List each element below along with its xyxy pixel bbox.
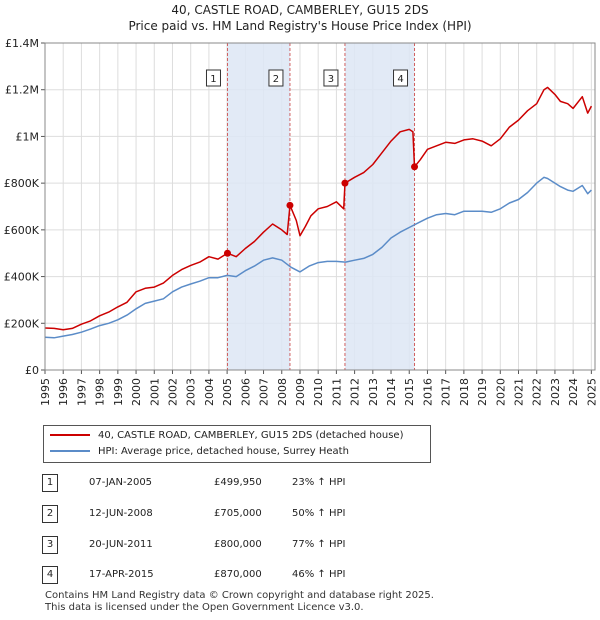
x-tick-label: 2002 [166, 378, 179, 406]
transaction-date: 20-JUN-2011 [89, 539, 153, 550]
y-axis: £0 £200K £400K £600K £800K £1M £1.2M £1.4M [4, 37, 45, 377]
series-line-hpi [44, 176, 592, 339]
x-tick-label: 2017 [440, 378, 453, 406]
transaction-number: 4 [42, 566, 58, 584]
shaded-period [227, 43, 290, 370]
sale-label-box [393, 69, 409, 87]
x-tick-label: 2018 [458, 378, 471, 406]
transaction-date: 07-JAN-2005 [89, 477, 153, 488]
x-tick-label: 2014 [385, 378, 398, 406]
legend-item-property: 40, CASTLE ROAD, CAMBERLEY, GU15 2DS (de… [50, 429, 404, 443]
x-tick-label: 2023 [549, 378, 562, 406]
x-tick-label: 2003 [185, 378, 198, 406]
transaction-number: 3 [42, 536, 58, 554]
x-tick-label: 1995 [39, 378, 52, 406]
footer-licence: This data is licensed under the Open Gov… [45, 602, 364, 613]
y-tick-label: £800K [4, 177, 40, 190]
transaction-hpi-change: 46% ↑ HPI [292, 569, 346, 580]
x-tick-label: 2016 [421, 378, 434, 406]
transaction-number: 1 [42, 474, 58, 492]
x-tick-label: 2024 [567, 378, 580, 406]
transaction-date: 12-JUN-2008 [89, 508, 153, 519]
sale-label-text: 4 [397, 74, 403, 85]
footer-copyright: Contains HM Land Registry data © Crown c… [45, 590, 434, 601]
shaded-period [344, 43, 415, 370]
transaction-date: 17-APR-2015 [89, 569, 154, 580]
chart-subtitle: Price paid vs. HM Land Registry's House … [128, 19, 472, 33]
x-tick-label: 2004 [203, 378, 216, 406]
y-tick-label: £0 [25, 364, 39, 377]
sale-point [341, 179, 349, 187]
legend-label-hpi: HPI: Average price, detached house, Surr… [98, 446, 349, 457]
plot-frame [44, 42, 596, 371]
sale-point [286, 201, 294, 209]
sale-label-text: 2 [273, 74, 279, 85]
legend-swatch-hpi [50, 450, 90, 452]
transaction-price: £800,000 [214, 539, 262, 550]
transaction-price: £499,950 [214, 477, 262, 488]
x-tick-label: 2009 [294, 378, 307, 406]
sale-label-text: 3 [328, 74, 334, 85]
x-tick-label: 2011 [330, 378, 343, 406]
price-chart: 1 2 3 4 £0 £200K £400K £600K £800K £1M £1.2M £1.4M… [4, 37, 599, 406]
sale-label-box [205, 69, 221, 87]
x-tick-label: 2001 [148, 378, 161, 406]
x-tick-label: 2008 [276, 378, 289, 406]
transaction-price: £705,000 [214, 508, 262, 519]
x-tick-label: 2020 [494, 378, 507, 406]
y-tick-label: £1M [16, 130, 40, 143]
x-tick-label: 2006 [239, 378, 252, 406]
sale-label-box [268, 69, 284, 87]
y-tick-label: £400K [4, 271, 40, 284]
x-tick-label: 2015 [403, 378, 416, 406]
sale-markers-lines [226, 43, 416, 370]
chart-title: 40, CASTLE ROAD, CAMBERLEY, GU15 2DS [171, 3, 429, 17]
sale-period-shading [227, 43, 415, 370]
sale-point [411, 163, 419, 171]
x-tick-label: 2025 [585, 378, 598, 406]
legend-swatch-property [50, 434, 90, 436]
legend-label-property: 40, CASTLE ROAD, CAMBERLEY, GU15 2DS (de… [98, 430, 404, 441]
transaction-hpi-change: 77% ↑ HPI [292, 539, 346, 550]
legend-item-hpi: HPI: Average price, detached house, Surr… [50, 445, 349, 459]
sale-label-box [323, 69, 339, 87]
x-tick-label: 2019 [476, 378, 489, 406]
x-tick-label: 1997 [75, 378, 88, 406]
legend: 40, CASTLE ROAD, CAMBERLEY, GU15 2DS (de… [43, 425, 431, 463]
y-tick-label: £600K [4, 224, 40, 237]
series-lines [44, 86, 593, 339]
x-tick-label: 2022 [531, 378, 544, 406]
x-tick-label: 1998 [94, 378, 107, 406]
sale-point [223, 249, 231, 257]
y-tick-label: £1.2M [5, 84, 39, 97]
x-tick-label: 1999 [112, 378, 125, 406]
x-tick-label: 2007 [258, 378, 271, 406]
transaction-number: 2 [42, 505, 58, 523]
transaction-price: £870,000 [214, 569, 262, 580]
x-tick-label: 2021 [513, 378, 526, 406]
x-tick-label: 2010 [312, 378, 325, 406]
y-tick-label: £1.4M [5, 37, 39, 50]
sale-label-text: 1 [210, 74, 216, 85]
x-axis: 1995 1996 1997 1998 1999 2000 2001 2002 2003 2004… [39, 370, 598, 406]
series-line-property [44, 86, 593, 331]
y-tick-label: £200K [4, 317, 40, 330]
x-tick-label: 2005 [221, 378, 234, 406]
transaction-hpi-change: 23% ↑ HPI [292, 477, 346, 488]
x-tick-label: 1996 [57, 378, 70, 406]
x-tick-label: 2012 [349, 378, 362, 406]
sale-labels: 1 2 3 4 [205, 69, 409, 87]
grid [44, 42, 595, 371]
x-tick-label: 2013 [367, 378, 380, 406]
x-tick-label: 2000 [130, 378, 143, 406]
transaction-hpi-change: 50% ↑ HPI [292, 508, 346, 519]
sale-points [223, 163, 419, 257]
